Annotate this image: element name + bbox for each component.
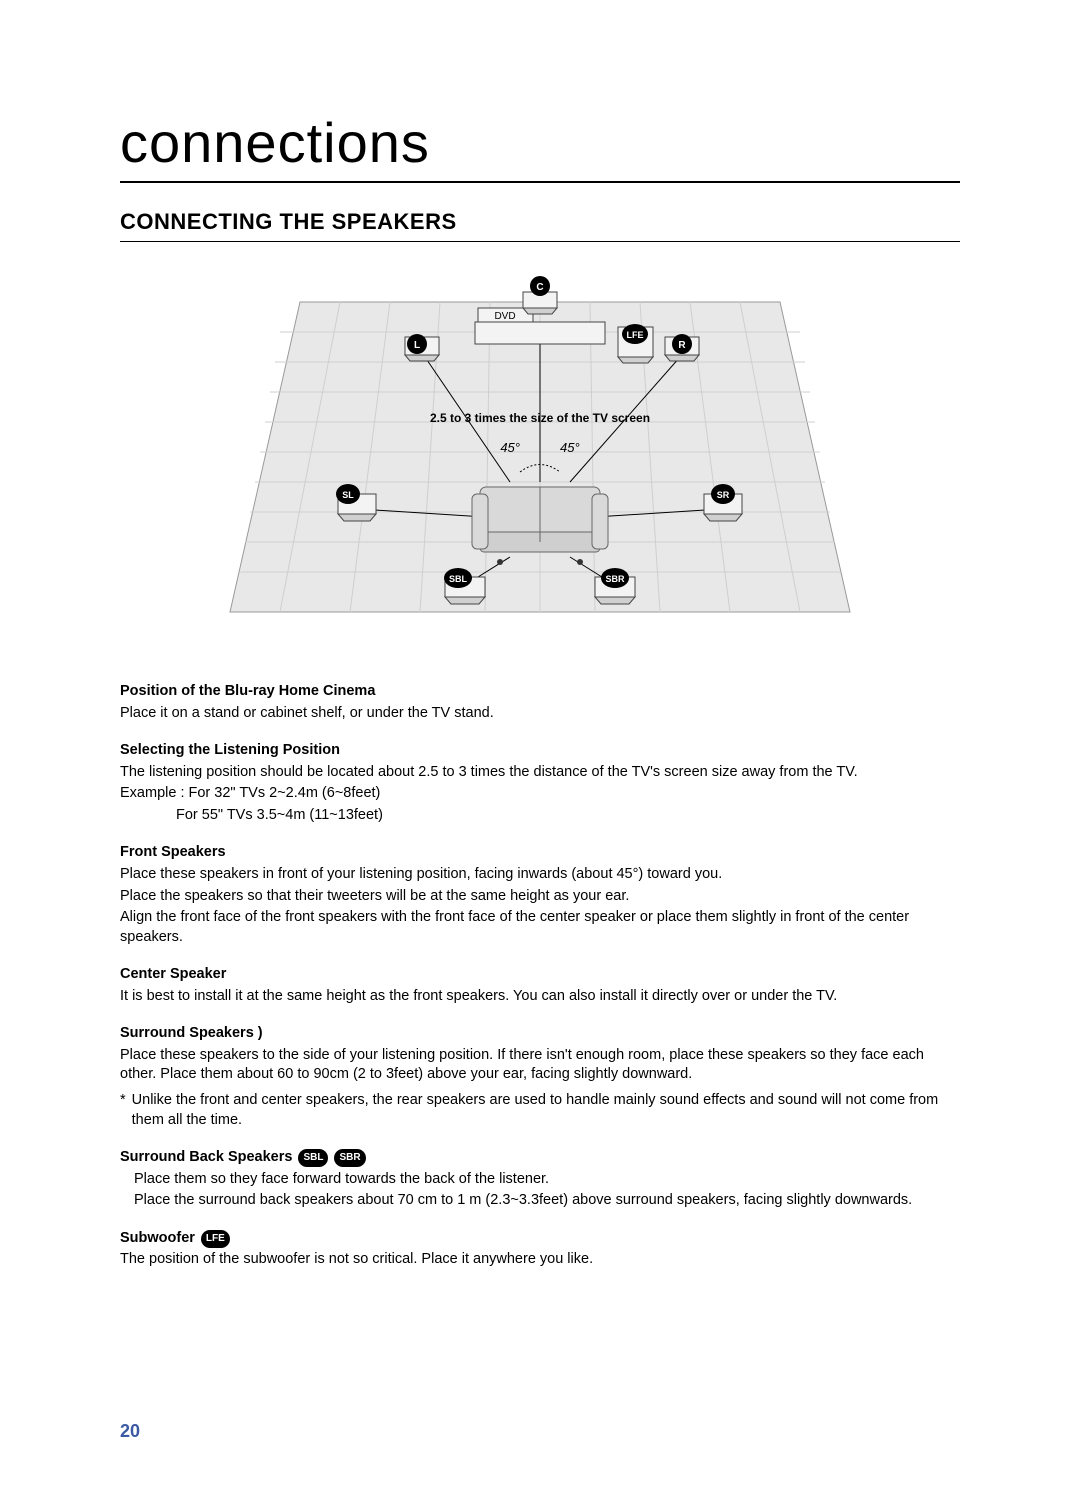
- section-header: CONNECTING THE SPEAKERS: [120, 209, 960, 242]
- badge-r: R: [678, 340, 686, 351]
- surround-note-row: * Unlike the front and center speakers, …: [120, 1091, 960, 1130]
- front-text-3: Align the front face of the front speake…: [120, 908, 960, 947]
- listening-text-2: Example : For 32" TVs 2~2.4m (6~8feet): [120, 784, 960, 804]
- surround-back-heading: Surround Back Speakers SBL SBR: [120, 1148, 960, 1168]
- listening-text-1: The listening position should be located…: [120, 763, 960, 783]
- position-text: Place it on a stand or cabinet shelf, or…: [120, 704, 960, 724]
- angle-left: 45°: [500, 440, 520, 455]
- dvd-label: DVD: [494, 311, 515, 322]
- page-title: connections: [120, 110, 960, 183]
- content-body: Position of the Blu-ray Home Cinema Plac…: [120, 682, 960, 1270]
- position-heading: Position of the Blu-ray Home Cinema: [120, 682, 960, 702]
- surround-text: Place these speakers to the side of your…: [120, 1046, 960, 1085]
- surround-block: Surround Speakers ) Place these speakers…: [120, 1024, 960, 1130]
- badge-sl: SL: [342, 490, 354, 500]
- listening-block: Selecting the Listening Position The lis…: [120, 741, 960, 825]
- badge-sbr: SBR: [605, 574, 625, 584]
- surround-heading: Surround Speakers ): [120, 1024, 960, 1044]
- badge-c: C: [536, 282, 543, 293]
- speaker-layout-diagram: 2.5 to 3 times the size of the TV screen…: [220, 272, 860, 642]
- page-number: 20: [120, 1421, 140, 1442]
- sbr-badge-icon: SBR: [334, 1149, 365, 1167]
- badge-l: L: [414, 340, 420, 351]
- listening-heading: Selecting the Listening Position: [120, 741, 960, 761]
- listening-text-3: For 55" TVs 3.5~4m (11~13feet): [120, 806, 960, 826]
- front-block: Front Speakers Place these speakers in f…: [120, 843, 960, 947]
- subwoofer-speaker: LFE: [618, 324, 653, 363]
- front-right-speaker: R: [665, 334, 699, 361]
- badge-sr: SR: [717, 490, 730, 500]
- center-speaker: C: [523, 276, 557, 314]
- badge-lfe: LFE: [627, 330, 644, 340]
- subwoofer-text: The position of the subwoofer is not so …: [120, 1250, 960, 1270]
- distance-label: 2.5 to 3 times the size of the TV screen: [430, 411, 650, 425]
- lfe-badge-icon: LFE: [201, 1230, 230, 1248]
- diagram-container: 2.5 to 3 times the size of the TV screen…: [120, 272, 960, 642]
- star-icon: *: [120, 1091, 126, 1130]
- surround-back-text-2: Place the surround back speakers about 7…: [120, 1191, 960, 1211]
- center-text: It is best to install it at the same hei…: [120, 987, 960, 1007]
- front-text-1: Place these speakers in front of your li…: [120, 865, 960, 885]
- front-heading: Front Speakers: [120, 843, 960, 863]
- surround-back-text-1: Place them so they face forward towards …: [120, 1170, 960, 1190]
- surround-back-block: Surround Back Speakers SBL SBR Place the…: [120, 1148, 960, 1211]
- angle-right: 45°: [560, 440, 580, 455]
- badge-sbl: SBL: [449, 574, 468, 584]
- sbl-badge-icon: SBL: [298, 1149, 328, 1167]
- subwoofer-block: Subwoofer LFE The position of the subwoo…: [120, 1229, 960, 1270]
- surround-back-heading-text: Surround Back Speakers: [120, 1148, 292, 1168]
- subwoofer-heading: Subwoofer LFE: [120, 1229, 960, 1249]
- position-block: Position of the Blu-ray Home Cinema Plac…: [120, 682, 960, 723]
- subwoofer-heading-text: Subwoofer: [120, 1229, 195, 1249]
- front-text-2: Place the speakers so that their tweeter…: [120, 887, 960, 907]
- center-heading: Center Speaker: [120, 965, 960, 985]
- center-block: Center Speaker It is best to install it …: [120, 965, 960, 1006]
- surround-note-text: Unlike the front and center speakers, th…: [132, 1091, 960, 1130]
- front-left-speaker: L: [405, 334, 439, 361]
